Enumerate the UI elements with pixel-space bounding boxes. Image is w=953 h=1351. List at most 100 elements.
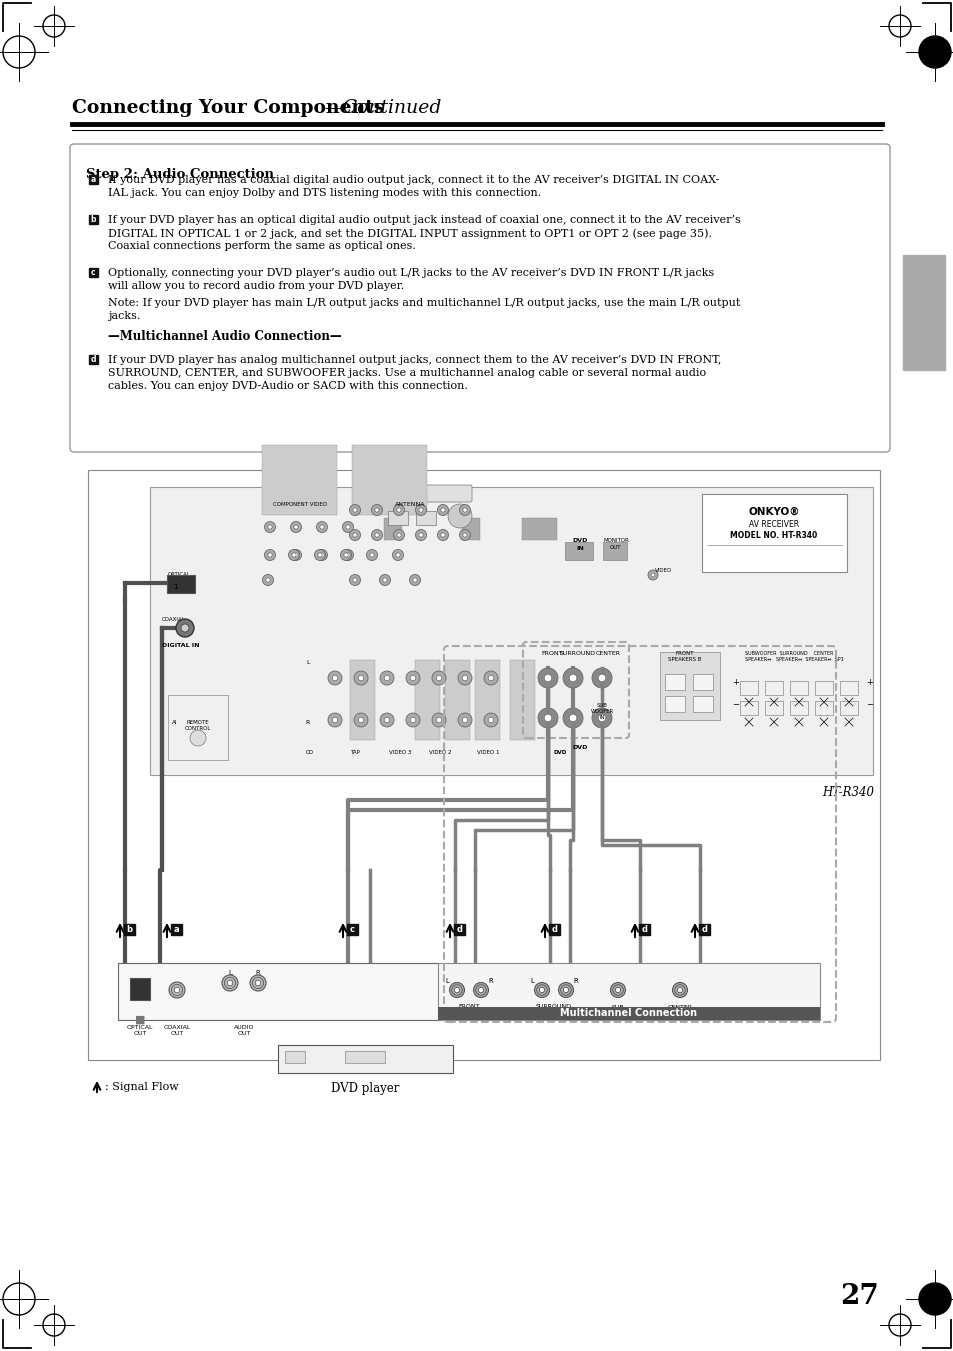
Text: SURROUND: SURROUND [559, 651, 596, 657]
Circle shape [190, 730, 206, 746]
Bar [764, 701, 782, 715]
Circle shape [558, 982, 573, 997]
Text: OPTICAL: OPTICAL [168, 571, 191, 577]
Circle shape [459, 530, 470, 540]
Bar [167, 576, 194, 593]
Bar [740, 681, 758, 694]
Text: L: L [445, 978, 449, 984]
Bar [350, 661, 375, 740]
Circle shape [477, 988, 483, 993]
Text: +: + [732, 678, 739, 688]
Bar [740, 701, 758, 715]
Circle shape [379, 574, 390, 585]
Bar [388, 511, 408, 526]
Circle shape [416, 504, 426, 516]
Text: CENTER: CENTER [667, 1005, 692, 1011]
Text: ■: ■ [134, 1015, 145, 1025]
Bar [124, 924, 135, 935]
Circle shape [537, 667, 558, 688]
Text: a: a [173, 925, 179, 934]
Bar [548, 924, 559, 935]
Circle shape [598, 715, 605, 721]
Circle shape [174, 988, 179, 993]
Text: DVD: DVD [553, 750, 566, 755]
Text: Optionally, connecting your DVD player’s audio out L/R jacks to the AV receiver’: Optionally, connecting your DVD player’s… [108, 267, 714, 278]
Text: Step 2: Audio Connection: Step 2: Audio Connection [86, 168, 274, 181]
Circle shape [294, 526, 297, 530]
Circle shape [358, 717, 363, 723]
Text: a: a [91, 176, 95, 184]
Text: FRONT: FRONT [457, 1004, 479, 1009]
Text: MODEL NO. HT-R340: MODEL NO. HT-R340 [730, 531, 817, 540]
Circle shape [250, 975, 266, 992]
Circle shape [353, 508, 356, 512]
Bar [789, 681, 807, 694]
Text: ONKYO®: ONKYO® [747, 507, 799, 517]
Text: ANTENNA: ANTENNA [395, 503, 425, 507]
Text: d: d [91, 355, 95, 363]
Circle shape [432, 713, 446, 727]
Circle shape [366, 550, 377, 561]
Circle shape [354, 671, 368, 685]
Text: L: L [306, 661, 310, 665]
Bar [384, 517, 401, 540]
Bar [89, 267, 97, 277]
Bar [416, 511, 436, 526]
Bar [277, 1046, 453, 1073]
Text: FRONT
SPEAKERS B: FRONT SPEAKERS B [668, 651, 701, 662]
Circle shape [677, 988, 682, 993]
Text: VIDEO: VIDEO [655, 567, 672, 573]
Circle shape [462, 532, 467, 538]
Bar [347, 924, 357, 935]
Circle shape [410, 717, 416, 723]
Circle shape [610, 982, 625, 997]
Text: −: − [865, 700, 873, 709]
Circle shape [406, 713, 419, 727]
Text: jacks.: jacks. [108, 311, 140, 322]
Text: OUT: OUT [610, 544, 621, 550]
Circle shape [375, 532, 378, 538]
Circle shape [409, 574, 420, 585]
Circle shape [292, 553, 295, 557]
Circle shape [317, 553, 322, 557]
Circle shape [592, 708, 612, 728]
Circle shape [371, 530, 382, 540]
Circle shape [349, 530, 360, 540]
Bar [789, 701, 807, 715]
Bar [564, 542, 593, 561]
Bar [510, 661, 535, 740]
Text: R: R [488, 978, 493, 984]
Circle shape [393, 530, 404, 540]
Circle shape [379, 713, 394, 727]
Text: If your DVD player has an optical digital audio output jack instead of coaxial o: If your DVD player has an optical digita… [108, 215, 740, 226]
Circle shape [918, 1283, 950, 1315]
Circle shape [457, 713, 472, 727]
Text: Coaxial connections perform the same as optical ones.: Coaxial connections perform the same as … [108, 240, 416, 251]
Circle shape [488, 717, 493, 723]
Circle shape [418, 532, 422, 538]
Text: R: R [255, 970, 260, 975]
Circle shape [392, 550, 403, 561]
Bar [150, 486, 872, 775]
Text: c: c [91, 267, 95, 277]
Circle shape [340, 550, 351, 561]
Text: COAXIAL
OUT: COAXIAL OUT [163, 1025, 191, 1036]
Circle shape [647, 570, 658, 580]
Circle shape [462, 717, 467, 723]
Circle shape [483, 713, 497, 727]
Bar [699, 924, 709, 935]
Text: 27: 27 [840, 1283, 878, 1310]
Text: c: c [350, 925, 355, 934]
Bar [262, 444, 336, 515]
Text: TAP: TAP [350, 750, 359, 755]
Circle shape [569, 715, 577, 721]
Circle shape [370, 553, 374, 557]
Circle shape [332, 717, 337, 723]
Circle shape [316, 550, 327, 561]
Circle shape [410, 676, 416, 681]
Bar [764, 681, 782, 694]
Bar [285, 1051, 305, 1063]
Text: REMOTE
CONTROL: REMOTE CONTROL [185, 720, 211, 731]
Circle shape [672, 982, 687, 997]
Text: DVD: DVD [572, 538, 587, 543]
